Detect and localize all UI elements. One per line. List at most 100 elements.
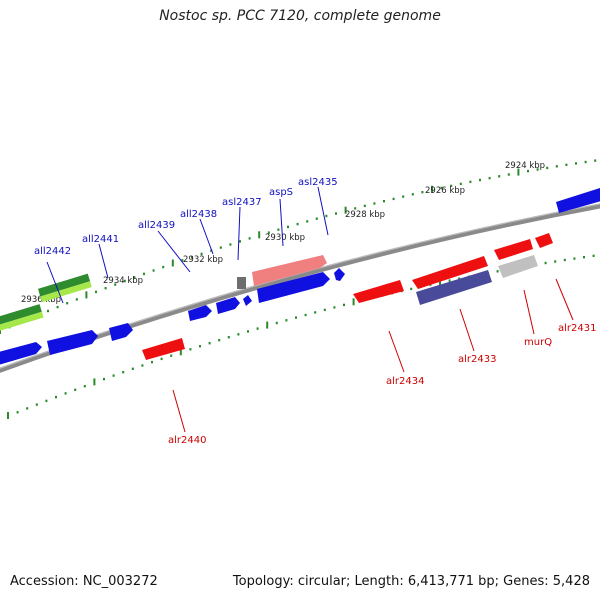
scale-top-tick [306, 220, 309, 223]
gene-arrow-all2439[interactable] [188, 305, 212, 321]
scale-top-tick [344, 206, 347, 214]
gene-arrow-asl2437[interactable] [243, 295, 252, 306]
gene-label-asl2437[interactable]: asl2437 [222, 197, 262, 208]
scale-top-tick [363, 204, 366, 208]
scale-top-tick [498, 175, 501, 178]
gene-arrow-alr2433-purple[interactable] [416, 270, 492, 305]
scale-bottom-tick [55, 395, 57, 399]
scale-top-tick [373, 202, 376, 205]
scale-bottom-tick [218, 339, 221, 342]
gene-labels-top: all2442 all2441 all2439 all2438 asl2437 … [34, 177, 338, 257]
gene-arrow-all2442-lime[interactable] [0, 311, 44, 333]
scale-top-tick [162, 265, 165, 269]
scale-top-tick [181, 259, 184, 262]
scale-label-2930: 2930 kbp [265, 233, 305, 243]
leader-alr2433 [459, 308, 475, 352]
gene-arrow-aspS[interactable] [257, 272, 330, 303]
scale-bottom-tick [103, 377, 105, 381]
gene-arrow-alr2431[interactable] [535, 233, 553, 248]
scale-top-tick [258, 231, 261, 239]
gene-labels-bottom: alr2440 alr2434 alr2433 murQ alr2431 [168, 323, 596, 446]
scale-bottom-tick [573, 257, 576, 260]
scale-top-tick [95, 290, 97, 294]
scale-top-tick [402, 195, 405, 198]
leader-murQ [523, 289, 535, 335]
scale-top-tick [421, 191, 424, 194]
gene-label-alr2440[interactable]: alr2440 [168, 435, 206, 446]
scale-bottom-tick [93, 378, 96, 386]
scale-bottom-tick [554, 260, 557, 263]
scale-bottom-tick [7, 412, 9, 419]
leader-alr2434 [388, 330, 405, 373]
gene-label-all2439[interactable]: all2439 [138, 220, 175, 231]
gene-label-alr2431[interactable]: alr2431 [558, 323, 596, 334]
scale-label-2934: 2934 kbp [103, 276, 143, 286]
leader-all2439 [157, 230, 191, 273]
scale-bottom-tick [314, 311, 317, 314]
scale-top-tick [133, 276, 136, 279]
scale-top-tick [171, 259, 174, 267]
gene-arrow-left-edge[interactable] [0, 342, 42, 366]
gene-arrow-alr2434[interactable] [353, 280, 404, 303]
scale-top-tick [210, 249, 213, 252]
scale-bottom-tick [83, 385, 86, 388]
scale-top-tick [75, 298, 78, 301]
scale-top-tick [123, 279, 126, 283]
leader-alr2440 [172, 389, 186, 433]
gene-arrow-all2441[interactable] [47, 330, 98, 355]
gene-label-all2438[interactable]: all2438 [180, 209, 217, 220]
scale-bottom-tick [141, 364, 144, 367]
scale-bottom-tick [323, 308, 326, 312]
scale-top-tick [248, 237, 251, 240]
scale-top-tick [66, 302, 69, 305]
scale-top-tick [277, 228, 280, 231]
scale-top-tick [200, 252, 203, 256]
gene-label-asl2435[interactable]: asl2435 [298, 177, 338, 188]
scale-bottom-tick [256, 327, 259, 330]
gene-arrow-grey-small[interactable] [237, 277, 246, 289]
gene-arrow-all2442-green[interactable] [0, 304, 42, 327]
gene-label-alr2434[interactable]: alr2434 [386, 376, 424, 387]
scale-bottom-tick [439, 278, 441, 286]
scale-bottom-tick [35, 403, 38, 406]
gene-label-murQ[interactable]: murQ [524, 337, 552, 348]
scale-top-tick [479, 178, 481, 182]
gene-arrow-right-edge[interactable] [556, 188, 600, 213]
scale-label-2936: 2936 kbp [21, 295, 61, 305]
scale-label-2932: 2932 kbp [183, 255, 223, 265]
gene-label-all2442[interactable]: all2442 [34, 246, 71, 257]
gene-arrow-alr2440[interactable] [142, 338, 185, 360]
scale-top-tick [191, 255, 193, 259]
scale-top-tick [85, 291, 88, 299]
gene-arrow-all2440-fwd[interactable] [109, 323, 133, 341]
gene-arrows-reverse [142, 233, 553, 360]
scale-bottom-tick [285, 319, 288, 322]
scale-bottom-tick [295, 316, 297, 319]
scale-top-tick [47, 309, 49, 313]
gene-arrow-aspS-pink[interactable] [252, 255, 327, 286]
genome-summary-text: Topology: circular; Length: 6,413,771 bp… [232, 574, 590, 589]
scale-bottom-tick [112, 374, 115, 377]
scale-bottom-tick [247, 330, 249, 333]
gene-arrow-all2438[interactable] [216, 297, 240, 314]
gene-arrow-alr2433-red[interactable] [412, 256, 488, 289]
scale-bottom-tick [74, 388, 77, 391]
gene-arrow-murQ-grey[interactable] [498, 255, 538, 278]
scale-bottom-tick [131, 367, 134, 370]
scale-bottom-tick [563, 258, 566, 262]
gene-arrow-asl2435[interactable] [334, 268, 345, 281]
scale-top-tick [219, 246, 222, 249]
scale-top-tick [411, 193, 414, 196]
gene-label-all2441[interactable]: all2441 [82, 234, 119, 245]
leader-asl2435 [317, 186, 329, 236]
gene-arrow-all2441-green[interactable] [37, 273, 91, 297]
gene-arrow-all2441-lime[interactable] [40, 281, 92, 303]
scale-bottom-tick [170, 354, 173, 357]
scale-bottom-tick [199, 345, 201, 348]
scale-top-tick [335, 212, 337, 215]
gene-arrow-murQ-red[interactable] [494, 239, 533, 260]
scale-bottom-tick [266, 321, 269, 329]
gene-label-alr2433[interactable]: alr2433 [458, 354, 496, 365]
gene-label-aspS[interactable]: aspS [269, 187, 293, 198]
